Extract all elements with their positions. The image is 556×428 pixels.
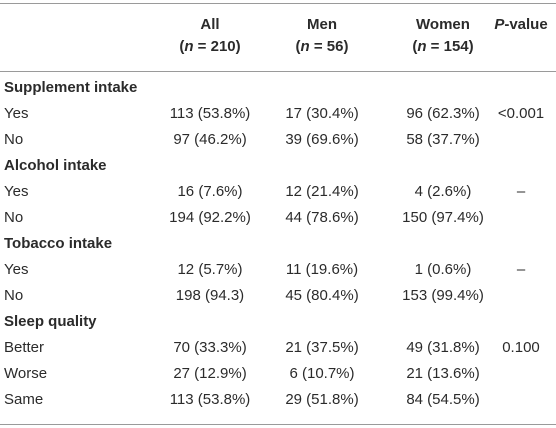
paren-open: ( [412,38,418,55]
table-header-row: All (n = 210) Men (n = 56) Women (n = 15… [0,4,556,71]
section-title: Alcohol intake [4,157,107,174]
header-men: Men (n = 56) [262,14,382,58]
header-pvalue: P-value [488,14,554,36]
cell-all: 27 (12.9%) [173,365,247,382]
header-all-label: All [200,16,220,33]
row-label: No [4,287,24,304]
cell-p: – [516,183,526,200]
count-value: = 56) [309,38,349,55]
n-symbol: n [184,38,194,55]
cell-women: 150 (97.4%) [402,209,484,226]
cell-women: 4 (2.6%) [414,183,472,200]
count-value: = 154) [426,38,474,55]
header-all-count: (n = 210) [140,36,280,58]
cell-women: 153 (99.4%) [402,287,484,304]
cell-all: 113 (53.8%) [169,391,251,408]
row-label: No [4,131,24,148]
table-row: Same 113 (53.8%) 29 (51.8%) 84 (54.5%) [0,386,556,414]
p-symbol: P [494,16,505,33]
table-row: Better 70 (33.3%) 21 (37.5%) 49 (31.8%) 0.10… [0,334,556,362]
cell-p: – [516,261,526,278]
section-title: Tobacco intake [4,235,113,252]
table-row: Yes 113 (53.8%) 17 (30.4%) 96 (62.3%) <0.001 [0,100,556,128]
section-title: Sleep quality [4,313,97,330]
table-row: No 194 (92.2%) 44 (78.6%) 150 (97.4%) [0,204,556,232]
cell-all: 97 (46.2%) [173,131,247,148]
cell-men: 11 (19.6%) [285,261,359,278]
section-header-row: Alcohol intake [0,152,556,180]
cell-all: 70 (33.3%) [173,339,247,356]
header-men-label: Men [307,16,337,33]
row-label: No [4,209,24,226]
cell-p: 0.100 [502,339,540,356]
n-symbol: n [417,38,427,55]
cell-men: 44 (78.6%) [285,209,359,226]
cell-women: 21 (13.6%) [406,365,480,382]
cell-women: 96 (62.3%) [406,105,480,122]
header-women-label: Women [416,16,470,33]
header-all: All (n = 210) [140,14,280,58]
row-label: Yes [4,183,29,200]
header-pvalue-label: P-value [494,16,547,33]
count-value: = 210) [193,38,241,55]
cell-all: 12 (5.7%) [177,261,243,278]
section-title: Supplement intake [4,79,138,96]
cell-all: 16 (7.6%) [177,183,243,200]
cell-women: 1 (0.6%) [414,261,472,278]
row-label: Yes [4,105,29,122]
cell-men: 17 (30.4%) [285,105,359,122]
cell-men: 21 (37.5%) [285,339,359,356]
table-row: No 97 (46.2%) 39 (69.6%) 58 (37.7%) [0,126,556,154]
cell-all: 198 (94.3) [175,287,245,304]
paren-open: ( [295,38,301,55]
table-row: No 198 (94.3) 45 (80.4%) 153 (99.4%) [0,282,556,310]
section-header-row: Tobacco intake [0,230,556,258]
table-top-rule [0,3,556,4]
header-rule [0,71,556,72]
cell-women: 84 (54.5%) [406,391,480,408]
n-symbol: n [300,38,310,55]
row-label: Yes [4,261,29,278]
row-label: Worse [4,365,48,382]
cell-women: 49 (31.8%) [406,339,480,356]
cell-all: 194 (92.2%) [169,209,251,226]
cell-men: 29 (51.8%) [285,391,359,408]
section-header-row: Supplement intake [0,74,556,102]
table-bottom-rule [0,424,556,425]
pvalue-suffix: -value [504,16,548,33]
table-row: Worse 27 (12.9%) 6 (10.7%) 21 (13.6%) [0,360,556,388]
table-row: Yes 12 (5.7%) 11 (19.6%) 1 (0.6%) – [0,256,556,284]
cell-p: <0.001 [497,105,545,122]
section-header-row: Sleep quality [0,308,556,336]
paren-open: ( [179,38,185,55]
cell-men: 45 (80.4%) [285,287,359,304]
header-women: Women (n = 154) [383,14,503,58]
cell-all: 113 (53.8%) [169,105,251,122]
row-label: Same [4,391,44,408]
cell-women: 58 (37.7%) [406,131,480,148]
table-row: Yes 16 (7.6%) 12 (21.4%) 4 (2.6%) – [0,178,556,206]
cell-men: 6 (10.7%) [289,365,355,382]
header-men-count: (n = 56) [262,36,382,58]
cell-men: 39 (69.6%) [285,131,359,148]
row-label: Better [4,339,45,356]
header-women-count: (n = 154) [383,36,503,58]
cell-men: 12 (21.4%) [285,183,359,200]
